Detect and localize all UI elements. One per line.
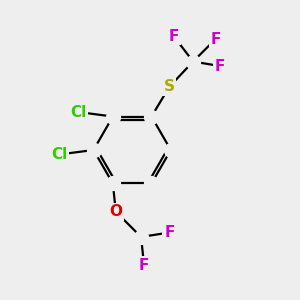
- Text: F: F: [139, 258, 149, 273]
- Text: F: F: [215, 58, 225, 74]
- Text: O: O: [109, 204, 122, 219]
- Text: Cl: Cl: [70, 105, 87, 120]
- Text: Cl: Cl: [51, 147, 68, 162]
- Text: F: F: [164, 225, 175, 240]
- Text: S: S: [164, 79, 175, 94]
- Text: F: F: [210, 32, 220, 47]
- Text: F: F: [169, 29, 179, 44]
